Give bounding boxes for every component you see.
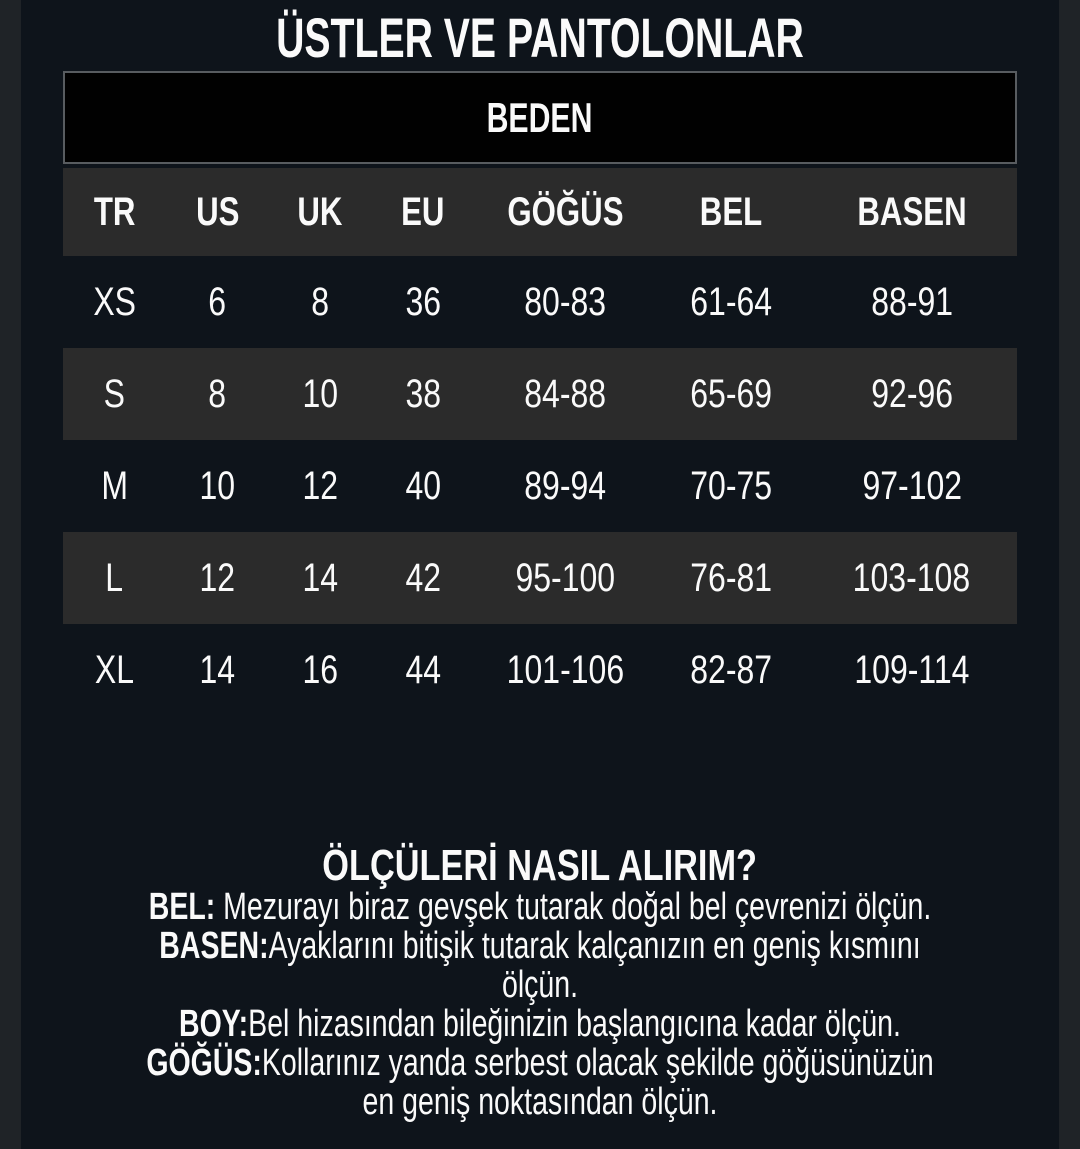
column-header: UK (297, 189, 343, 234)
size-value-cell: 8 (208, 371, 227, 416)
size-value-cell: 16 (302, 647, 338, 692)
instruction-item: GÖĞÜS:Kollarınız yanda serbest olacak şe… (60, 1044, 1020, 1122)
size-value-cell: 76-81 (690, 555, 773, 600)
size-value-cell: 44 (405, 647, 441, 692)
instruction-text: Mezurayı biraz gevşek tutarak doğal bel … (215, 886, 932, 928)
size-value-cell: 10 (302, 371, 338, 416)
page-title-text: ÜSTLER VE PANTOLONLAR (276, 6, 804, 69)
size-label-cell: M (101, 463, 128, 508)
size-value-cell: 61-64 (690, 279, 773, 324)
size-value-cell: 8 (311, 279, 329, 324)
size-value-cell: 88-91 (870, 279, 953, 324)
size-value-cell: 65-69 (690, 371, 773, 416)
size-row: L 12 14 42 95-100 76-81 103-108 (63, 532, 1017, 624)
size-value-cell: 42 (405, 555, 441, 600)
column-header: EU (401, 189, 445, 234)
size-table: TR US UK EU GÖĞÜS BEL BASEN XS 6 8 36 80-83 61-64 88… (63, 168, 1017, 716)
table-caption: BEDEN (487, 93, 593, 141)
instruction-item: BOY:Bel hizasından bileğinizin başlangıc… (60, 1005, 1020, 1044)
size-value-cell: 40 (405, 463, 441, 508)
size-value-cell: 109-114 (854, 647, 970, 692)
instruction-item: BASEN:Ayaklarını bitişik tutarak kalçanı… (60, 927, 1020, 1005)
column-header: BEL (699, 189, 763, 234)
size-row: XL 14 16 44 101-106 82-87 109-114 (63, 624, 1017, 716)
size-value-cell: 10 (199, 463, 236, 508)
instruction-text: Bel hizasından bileğinizin başlangıcına … (248, 1003, 901, 1045)
size-value-cell: 95-100 (515, 555, 615, 600)
size-value-cell: 14 (199, 647, 236, 692)
column-header: TR (93, 189, 136, 234)
size-value-cell: 82-87 (690, 647, 773, 692)
measurement-instructions: ÖLÇÜLERİ NASIL ALIRIM? BEL: Mezurayı bir… (0, 844, 1080, 1122)
instruction-list: BEL: Mezurayı biraz gevşek tutarak doğal… (0, 888, 1080, 1122)
column-header: US (195, 189, 239, 234)
size-value-cell: 97-102 (861, 463, 962, 508)
instruction-text: Ayaklarını bitişik tutarak kalçanızın en… (268, 925, 921, 1006)
size-value-cell: 36 (405, 279, 441, 324)
instruction-label: BEL: (148, 886, 216, 928)
size-value-cell: 92-96 (870, 371, 953, 416)
size-row: M 10 12 40 89-94 70-75 97-102 (63, 440, 1017, 532)
size-value-cell: 101-106 (506, 647, 624, 692)
size-value-cell: 89-94 (524, 463, 607, 508)
size-value-cell: 84-88 (524, 371, 607, 416)
size-label-cell: XL (94, 647, 135, 692)
size-value-cell: 80-83 (524, 279, 607, 324)
instructions-heading: ÖLÇÜLERİ NASIL ALIRIM? (322, 841, 758, 890)
table-header-row: TR US UK EU GÖĞÜS BEL BASEN (63, 168, 1017, 256)
instruction-label: BOY: (179, 1003, 249, 1045)
table-caption-box: BEDEN (63, 71, 1017, 164)
page-title: ÜSTLER VE PANTOLONLAR (0, 0, 1080, 66)
instruction-text: Kollarınız yanda serbest olacak şekilde … (261, 1042, 934, 1123)
size-label-cell: L (105, 555, 124, 600)
column-header: BASEN (857, 189, 967, 234)
size-label-cell: XS (93, 279, 136, 324)
left-edge-strip (0, 0, 21, 1149)
size-value-cell: 103-108 (853, 555, 971, 600)
instruction-label: BASEN: (159, 925, 269, 967)
size-value-cell: 12 (199, 555, 236, 600)
size-row: S 8 10 38 84-88 65-69 92-96 (63, 348, 1017, 440)
size-label-cell: S (103, 371, 126, 416)
size-value-cell: 38 (405, 371, 441, 416)
size-row: XS 6 8 36 80-83 61-64 88-91 (63, 256, 1017, 348)
size-table-section: BEDEN TR US UK EU GÖĞÜS BEL BASEN XS 6 8 36 80-83 6… (0, 71, 1080, 716)
size-table-body: XS 6 8 36 80-83 61-64 88-91 S 8 10 38 84-88 65-69 92-… (63, 256, 1017, 716)
size-value-cell: 12 (302, 463, 338, 508)
instruction-item: BEL: Mezurayı biraz gevşek tutarak doğal… (60, 888, 1020, 927)
size-value-cell: 14 (302, 555, 338, 600)
column-header: GÖĞÜS (507, 189, 624, 234)
right-edge-strip (1059, 0, 1080, 1149)
instruction-label: GÖĞÜS: (146, 1042, 262, 1084)
size-value-cell: 6 (208, 279, 227, 324)
size-value-cell: 70-75 (690, 463, 773, 508)
